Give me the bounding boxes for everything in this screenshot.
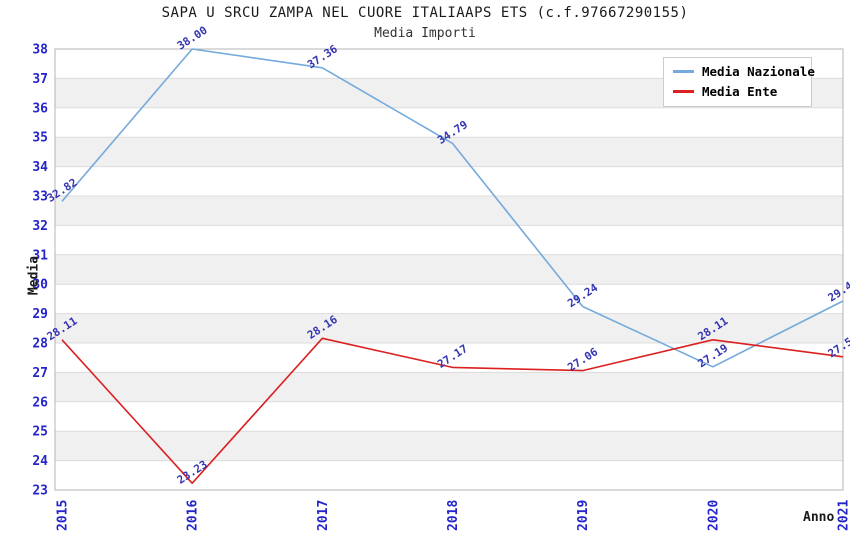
grid-band: [55, 372, 843, 402]
y-tick-label: 30: [32, 278, 48, 293]
y-tick-label: 31: [32, 248, 48, 263]
legend: Media Nazionale Media Ente: [663, 57, 815, 107]
data-point-label: 27.17: [435, 342, 470, 371]
chart-title: SAPA U SRCU ZAMPA NEL CUORE ITALIAAPS ET…: [161, 5, 689, 21]
x-tick-label: 2021: [837, 500, 850, 531]
y-axis-label: Media: [26, 255, 42, 296]
grid-band: [55, 431, 843, 461]
y-tick-label: 35: [32, 131, 48, 146]
x-tick-label: 2019: [576, 500, 591, 531]
x-axis-label: Anno: [803, 510, 835, 525]
legend-item-media-nazionale: Media Nazionale: [673, 64, 815, 79]
y-tick-label: 34: [32, 160, 48, 175]
x-tick-label: 2018: [446, 500, 461, 531]
plot-border: [54, 48, 844, 491]
x-tick-label: 2020: [706, 500, 721, 531]
x-tick-label: 2016: [186, 500, 201, 531]
grid-band: [55, 313, 843, 343]
grid-band: [55, 254, 843, 285]
y-tick-label: 27: [32, 366, 48, 381]
legend-line-swatch-red: [673, 90, 694, 93]
y-tick-label: 25: [32, 425, 48, 440]
grid-band: [55, 196, 843, 226]
y-tick-label: 28: [32, 337, 48, 352]
series-line-media-nazionale: [61, 48, 844, 368]
y-tick-label: 33: [32, 190, 48, 205]
chart-subtitle: Media Importi: [374, 26, 476, 41]
y-tick-label: 29: [32, 307, 48, 322]
x-tick-label: 2017: [316, 500, 331, 531]
legend-label: Media Nazionale: [702, 64, 815, 79]
y-tick-label: 26: [32, 395, 48, 410]
series-line-media-ente: [61, 337, 844, 485]
legend-item-media-ente: Media Ente: [673, 84, 802, 99]
y-tick-label: 23: [32, 484, 48, 499]
y-tick-label: 38: [32, 43, 48, 58]
y-tick-label: 24: [32, 454, 48, 469]
data-point-label: 37.36: [305, 42, 340, 71]
x-tick-label: 2015: [56, 500, 71, 531]
y-tick-label: 32: [32, 219, 48, 234]
legend-label: Media Ente: [702, 84, 778, 99]
legend-line-swatch-blue: [673, 70, 694, 73]
y-tick-label: 36: [32, 101, 48, 116]
y-tick-label: 37: [32, 72, 48, 87]
